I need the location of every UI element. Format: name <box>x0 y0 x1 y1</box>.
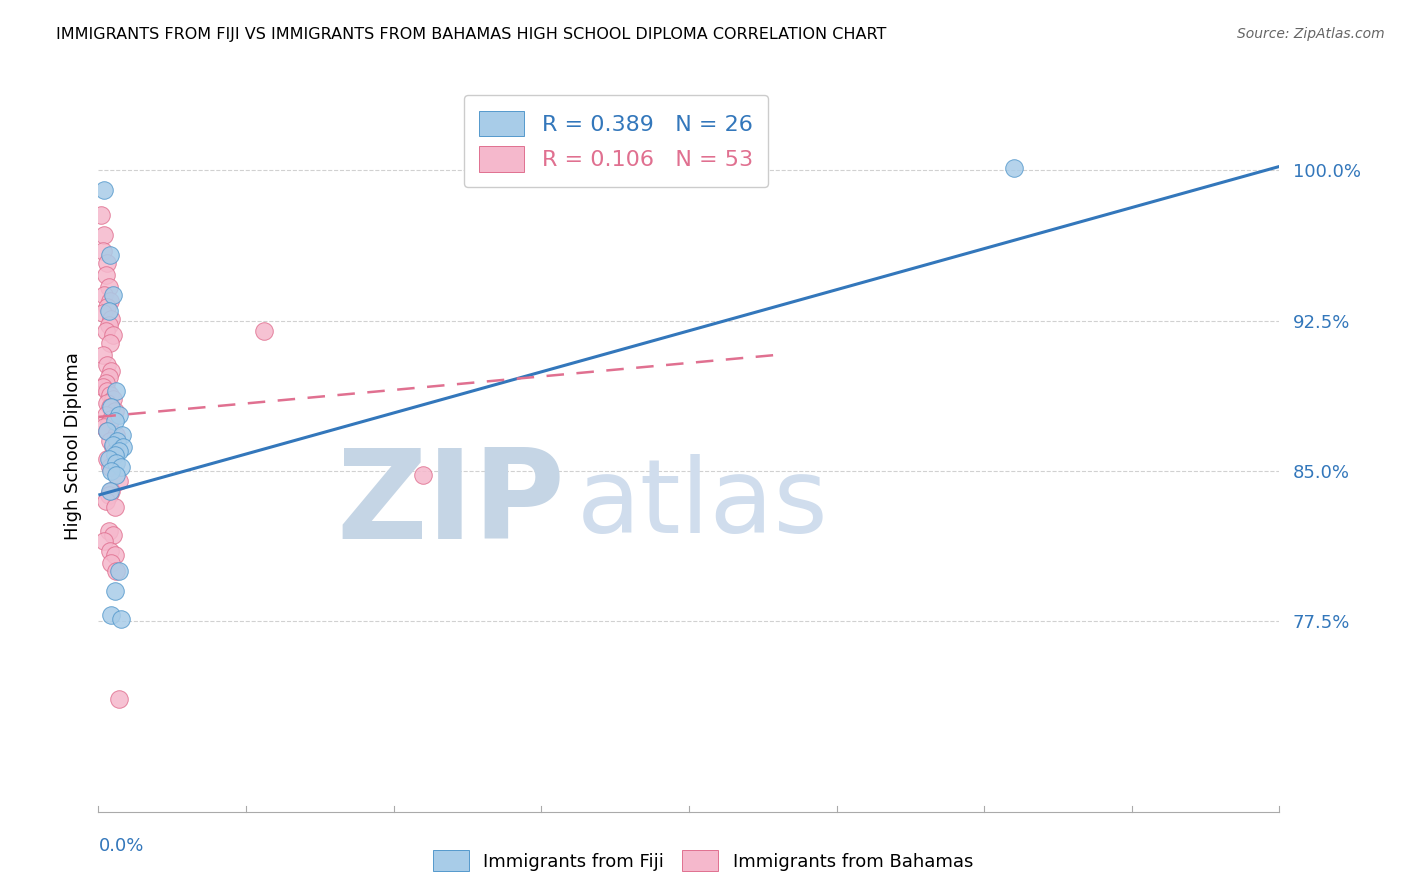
Point <box>90 208 112 222</box>
Point <box>98 303 121 318</box>
Point <box>108 474 131 488</box>
Point <box>104 584 127 599</box>
Text: 0.0%: 0.0% <box>98 837 143 855</box>
Text: IMMIGRANTS FROM FIJI VS IMMIGRANTS FROM BAHAMAS HIGH SCHOOL DIPLOMA CORRELATION : IMMIGRANTS FROM FIJI VS IMMIGRANTS FROM … <box>56 27 887 42</box>
Y-axis label: High School Diploma: High School Diploma <box>63 352 82 540</box>
Point <box>98 293 121 308</box>
Point <box>108 408 131 422</box>
Point <box>98 434 121 448</box>
Point <box>104 404 127 418</box>
Point <box>103 392 125 406</box>
Point <box>110 460 132 475</box>
Point <box>100 556 122 570</box>
Point <box>253 324 276 338</box>
Point <box>98 484 121 499</box>
Point <box>94 494 117 508</box>
Point <box>98 460 121 475</box>
Point <box>100 412 122 426</box>
Point <box>96 424 118 438</box>
Point <box>104 500 127 515</box>
Point <box>93 227 115 242</box>
Point <box>105 564 128 578</box>
Point <box>96 396 118 410</box>
Point <box>110 612 132 626</box>
Point <box>96 358 118 372</box>
Point <box>105 434 128 448</box>
Point <box>108 564 131 578</box>
Point <box>96 452 118 467</box>
Point <box>98 544 121 558</box>
Point <box>98 488 121 502</box>
Point <box>98 335 121 350</box>
Point <box>412 468 434 483</box>
Point <box>98 416 121 430</box>
Point <box>100 608 122 623</box>
Point <box>98 369 121 384</box>
Point <box>1002 161 1025 176</box>
Point <box>91 306 114 320</box>
Point <box>105 468 128 483</box>
Point <box>98 452 121 467</box>
Point <box>100 464 122 478</box>
Point <box>91 348 114 362</box>
Point <box>104 448 127 462</box>
Point <box>96 300 118 314</box>
Point <box>100 400 122 414</box>
Point <box>105 384 128 398</box>
Point <box>96 255 118 269</box>
Point <box>98 524 121 538</box>
Point <box>103 287 125 301</box>
Point <box>111 428 134 442</box>
Point <box>100 364 122 378</box>
Legend: R = 0.389   N = 26, R = 0.106   N = 53: R = 0.389 N = 26, R = 0.106 N = 53 <box>464 95 768 187</box>
Point <box>105 428 128 442</box>
Point <box>94 376 117 390</box>
Point <box>93 184 115 198</box>
Legend: Immigrants from Fiji, Immigrants from Bahamas: Immigrants from Fiji, Immigrants from Ba… <box>426 843 980 879</box>
Point <box>96 384 118 398</box>
Point <box>100 311 122 326</box>
Point <box>103 440 125 454</box>
Point <box>104 414 127 428</box>
Point <box>100 484 122 499</box>
Point <box>93 420 115 434</box>
Point <box>108 692 131 706</box>
Point <box>108 444 131 458</box>
Point <box>103 438 125 452</box>
Text: ZIP: ZIP <box>336 444 565 565</box>
Point <box>94 324 117 338</box>
Text: atlas: atlas <box>576 454 828 555</box>
Point <box>91 244 114 258</box>
Point <box>93 287 115 301</box>
Point <box>112 440 135 454</box>
Point <box>98 318 121 332</box>
Point <box>98 388 121 402</box>
Point <box>94 408 117 422</box>
Point <box>96 424 118 438</box>
Point <box>98 247 121 261</box>
Text: Source: ZipAtlas.com: Source: ZipAtlas.com <box>1237 27 1385 41</box>
Point <box>94 268 117 282</box>
Point <box>93 534 115 549</box>
Point <box>91 380 114 394</box>
Point <box>104 444 127 458</box>
Point <box>98 400 121 414</box>
Point <box>103 528 125 542</box>
Point <box>98 279 121 293</box>
Point <box>104 548 127 562</box>
Point <box>105 456 128 470</box>
Point <box>103 327 125 342</box>
